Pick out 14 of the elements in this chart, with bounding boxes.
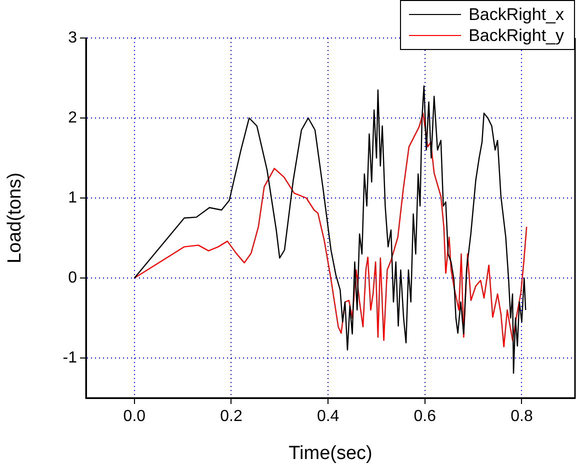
y-tick-label: 2 [68, 109, 78, 126]
y-tick-label: 1 [68, 189, 78, 206]
y-tick-label: 3 [68, 29, 78, 46]
x-axis-title: Time(sec) [288, 442, 372, 464]
x-tick-label: 0.2 [220, 408, 242, 426]
y-tick-label: 0 [68, 269, 78, 286]
legend-label: BackRight_x [468, 4, 564, 25]
legend-label: BackRight_y [468, 25, 564, 46]
x-tick-label: 0.8 [510, 408, 533, 426]
x-tick-label: 0.0 [123, 408, 146, 426]
x-tick-label: 0.4 [316, 408, 340, 426]
y-axis-title: Load(tons) [4, 172, 26, 264]
x-tick-label: 0.6 [414, 408, 436, 426]
y-tick-label: -1 [62, 349, 78, 366]
